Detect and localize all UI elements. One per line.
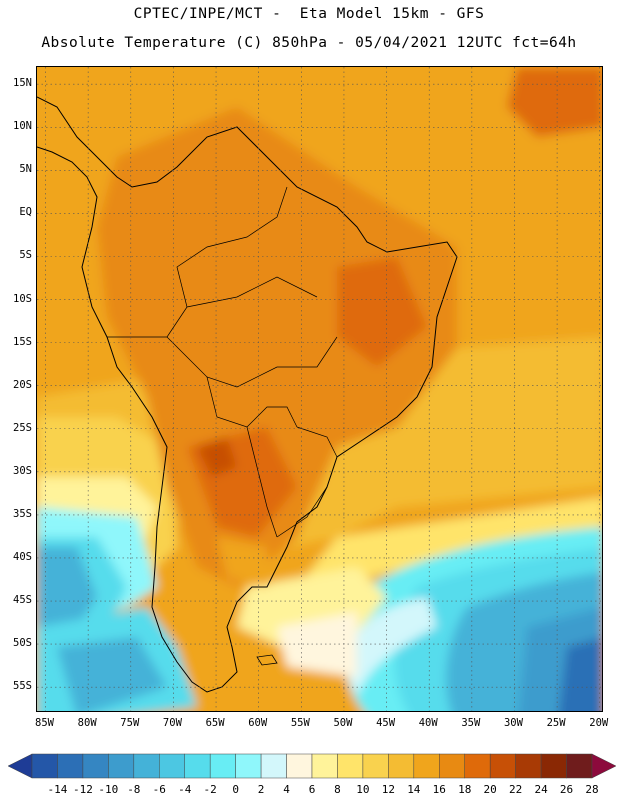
colorbar-tick-label: 0	[232, 783, 239, 796]
colorbar-tick-label: -4	[178, 783, 192, 796]
lat-label: 10S	[13, 292, 32, 305]
colorbar-swatch	[540, 753, 567, 779]
lon-label: 70W	[162, 717, 182, 729]
temperature-map	[36, 66, 603, 712]
colorbar-swatch	[82, 753, 109, 779]
colorbar-swatch	[388, 753, 415, 779]
colorbar-swatch	[286, 753, 313, 779]
lat-label: 5S	[19, 249, 32, 262]
lon-label: 80W	[77, 717, 97, 729]
colorbar-tick-label: 18	[458, 783, 472, 796]
colorbar-swatch	[489, 753, 516, 779]
colorbar	[7, 752, 617, 780]
colorbar-tick-label: -12	[72, 783, 93, 796]
colorbar-swatch	[515, 753, 542, 779]
colorbar-swatch	[108, 753, 135, 779]
coastline	[37, 96, 458, 693]
lon-label: 55W	[290, 717, 310, 729]
colorbar-swatch	[57, 753, 84, 779]
colorbar-tick-label: -8	[127, 783, 141, 796]
lat-label: 35S	[13, 507, 32, 520]
lon-label: 45W	[376, 717, 396, 729]
lat-label: 5N	[19, 163, 32, 176]
colorbar-tick-label: 20	[483, 783, 497, 796]
colorbar-swatch	[464, 753, 491, 779]
grid-lines	[37, 67, 602, 711]
lat-label: 15S	[13, 335, 32, 348]
chart-title-line2: Absolute Temperature (C) 850hPa - 05/04/…	[41, 35, 577, 51]
colorbar-swatch	[413, 753, 440, 779]
colorbar-swatch	[184, 753, 211, 779]
lat-label: 20S	[13, 378, 32, 391]
lon-label: 75W	[120, 717, 140, 729]
lon-label: 65W	[205, 717, 225, 729]
lon-label: 20W	[589, 717, 609, 729]
lat-label: 25S	[13, 421, 32, 434]
colorbar-tick-label: -10	[98, 783, 119, 796]
colorbar-swatch	[439, 753, 465, 779]
map-svg	[37, 67, 602, 711]
lat-label: 30S	[13, 464, 32, 477]
colorbar-tick-label: 8	[334, 783, 341, 796]
lon-label: 35W	[461, 717, 481, 729]
colorbar-max-arrow	[591, 753, 617, 779]
colorbar-tick-label: 10	[356, 783, 370, 796]
colorbar-swatch	[566, 753, 593, 779]
colorbar-tick-label: -2	[203, 783, 217, 796]
colorbar-tick-label: -14	[47, 783, 68, 796]
lat-label: 40S	[13, 550, 32, 563]
lat-label: 55S	[13, 680, 32, 693]
lon-label: 40W	[418, 717, 438, 729]
colorbar-swatch	[311, 753, 338, 779]
colorbar-tick-label: -6	[152, 783, 166, 796]
temperature-field	[37, 67, 602, 711]
lat-label: EQ	[19, 206, 32, 219]
chart-title-line1: CPTEC/INPE/MCT - Eta Model 15km - GFS	[133, 6, 485, 22]
colorbar-tick-label: 6	[308, 783, 316, 796]
lon-label: 30W	[503, 717, 523, 729]
colorbar-tick-label: 22	[509, 783, 523, 796]
colorbar-swatch	[260, 753, 287, 779]
colorbar-swatch	[362, 753, 389, 779]
colorbar-swatch	[31, 753, 58, 779]
colorbar-tick-label: 2	[257, 783, 265, 796]
colorbar-swatch	[159, 753, 185, 779]
colorbar-svg	[7, 753, 617, 779]
lat-label: 45S	[13, 594, 32, 607]
lon-label: 85W	[35, 717, 54, 729]
colorbar-tick-label: 26	[559, 783, 574, 796]
colorbar-tick-label: 24	[534, 783, 548, 796]
colorbar-swatch	[235, 753, 262, 779]
lat-label: 15N	[13, 77, 32, 90]
colorbar-min-arrow	[7, 753, 33, 779]
colorbar-tick-label: 12	[381, 783, 395, 796]
colorbar-swatch	[209, 753, 236, 779]
lon-label: 60W	[248, 717, 268, 729]
falkland-islands	[256, 654, 278, 666]
lon-label: 25W	[546, 717, 566, 729]
lon-label: 50W	[333, 717, 353, 729]
lat-label: 50S	[13, 637, 32, 650]
lat-label: 10N	[13, 120, 32, 133]
colorbar-tick-label: 14	[407, 783, 421, 796]
colorbar-tick-label: 4	[283, 783, 290, 796]
colorbar-swatch	[133, 753, 160, 779]
colorbar-tick-label: 16	[432, 783, 446, 796]
country-borders	[107, 186, 338, 538]
colorbar-tick-label: 28	[585, 783, 599, 796]
colorbar-swatch	[337, 753, 364, 779]
